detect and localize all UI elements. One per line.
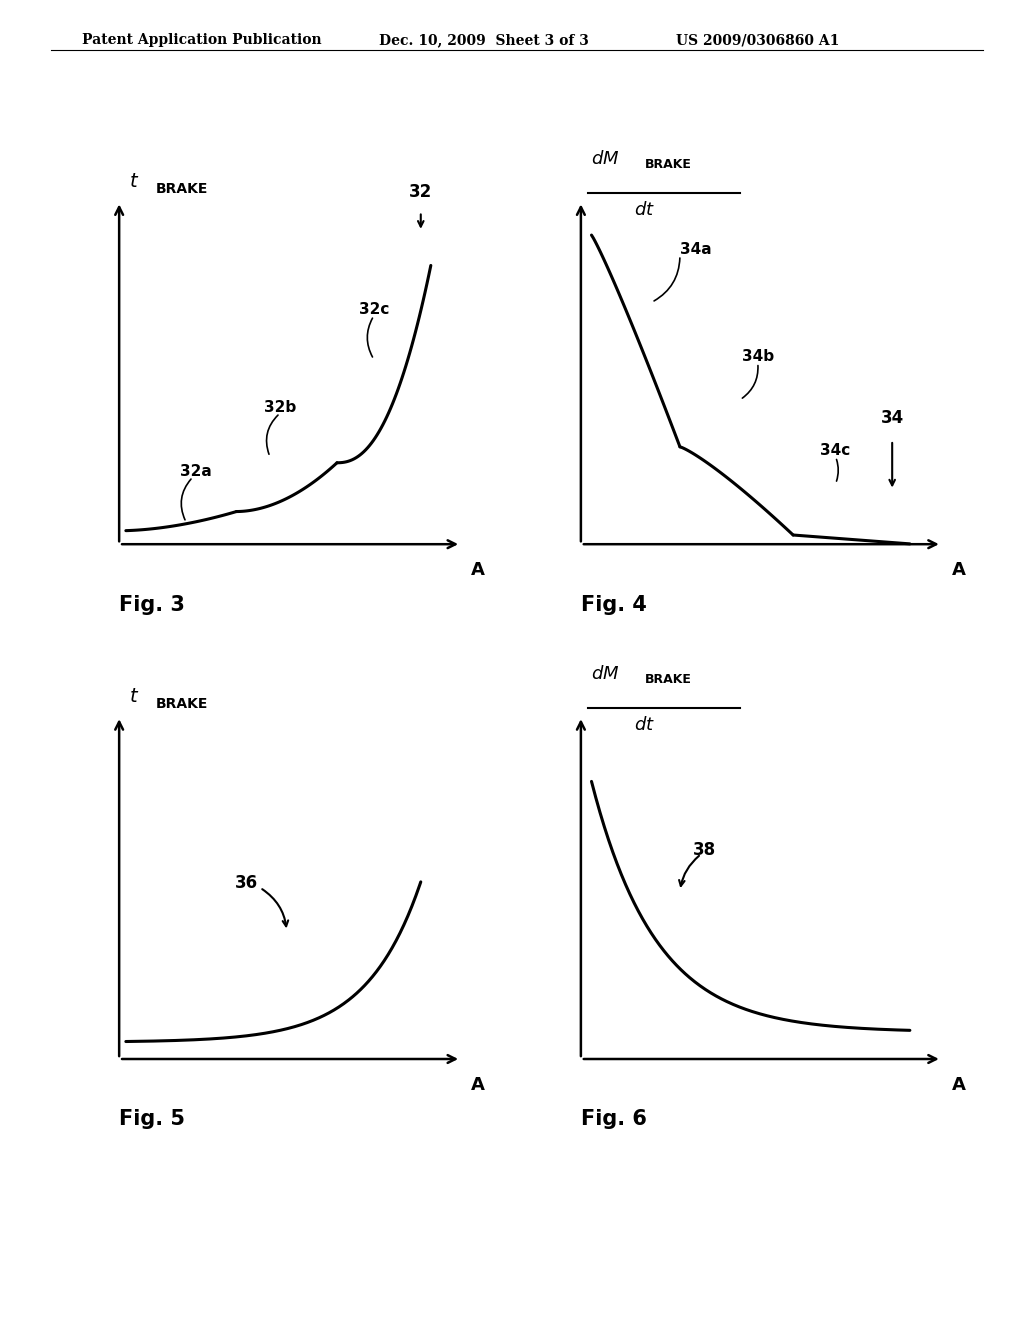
Text: Fig. 5: Fig. 5 [119,1109,185,1130]
Text: BRAKE: BRAKE [156,697,209,711]
Text: A: A [471,561,485,579]
Text: 32: 32 [410,183,432,202]
Text: 32b: 32b [264,400,296,414]
Text: 34c: 34c [820,444,851,458]
Text: 32c: 32c [358,302,389,317]
Text: Fig. 6: Fig. 6 [581,1109,647,1130]
Text: 34b: 34b [741,350,774,364]
Text: BRAKE: BRAKE [644,158,691,172]
Text: Dec. 10, 2009  Sheet 3 of 3: Dec. 10, 2009 Sheet 3 of 3 [379,33,589,48]
Text: 32a: 32a [180,463,212,479]
Text: A: A [952,1076,967,1094]
Text: $t$: $t$ [129,173,139,191]
Text: 36: 36 [234,874,258,892]
Text: Fig. 4: Fig. 4 [581,594,647,615]
Text: BRAKE: BRAKE [156,182,209,197]
Text: $dt$: $dt$ [634,202,655,219]
Text: Patent Application Publication: Patent Application Publication [82,33,322,48]
Text: 38: 38 [693,841,716,858]
Text: BRAKE: BRAKE [644,673,691,686]
Text: 34: 34 [881,409,904,426]
Text: $dM$: $dM$ [592,665,620,682]
Text: A: A [952,561,967,579]
Text: A: A [471,1076,485,1094]
Text: $t$: $t$ [129,688,139,706]
Text: Fig. 3: Fig. 3 [119,594,185,615]
Text: $dM$: $dM$ [592,150,620,168]
Text: 34a: 34a [680,242,712,257]
Text: $dt$: $dt$ [634,717,655,734]
Text: US 2009/0306860 A1: US 2009/0306860 A1 [676,33,840,48]
